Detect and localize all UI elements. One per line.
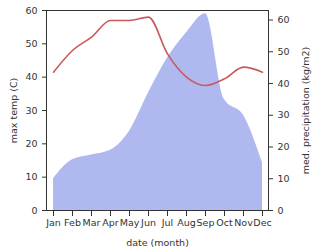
svg-text:0: 0 (278, 205, 284, 216)
svg-text:med. precipitation (kg/m2): med. precipitation (kg/m2) (300, 47, 311, 174)
svg-text:10: 10 (278, 173, 290, 184)
svg-text:Aug: Aug (177, 217, 196, 228)
svg-text:50: 50 (278, 46, 290, 57)
svg-text:30: 30 (25, 105, 37, 116)
svg-text:Jul: Jul (161, 217, 173, 228)
svg-text:30: 30 (278, 109, 290, 120)
svg-text:Jan: Jan (45, 217, 61, 228)
svg-text:max temp (C): max temp (C) (8, 78, 19, 144)
svg-text:Feb: Feb (64, 217, 81, 228)
svg-text:Sep: Sep (197, 217, 215, 228)
svg-text:date (month): date (month) (126, 237, 189, 248)
svg-text:50: 50 (25, 38, 37, 49)
svg-text:Oct: Oct (216, 217, 233, 228)
svg-text:20: 20 (278, 141, 290, 152)
svg-text:Dec: Dec (253, 217, 271, 228)
svg-text:Apr: Apr (102, 217, 119, 228)
svg-text:20: 20 (25, 138, 37, 149)
svg-text:40: 40 (25, 71, 37, 82)
svg-text:Mar: Mar (83, 217, 101, 228)
svg-text:10: 10 (25, 171, 37, 182)
svg-text:Jun: Jun (140, 217, 156, 228)
svg-text:60: 60 (278, 14, 290, 25)
svg-text:0: 0 (31, 205, 37, 216)
svg-text:60: 60 (25, 5, 37, 16)
svg-text:Nov: Nov (234, 217, 253, 228)
svg-text:40: 40 (278, 78, 290, 89)
svg-text:May: May (120, 217, 140, 228)
